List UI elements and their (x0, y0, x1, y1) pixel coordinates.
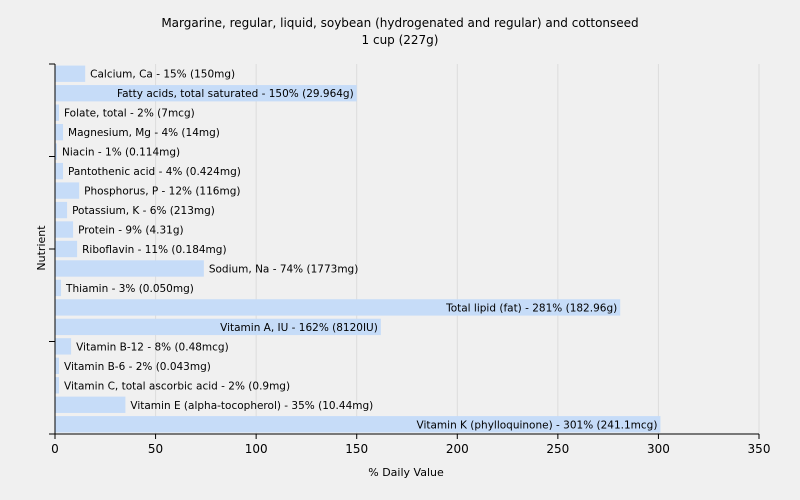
bar-label: Vitamin B-6 - 2% (0.043mg) (64, 361, 211, 373)
grid-lines (155, 64, 760, 434)
x-tick-label: 300 (647, 442, 670, 456)
bar-label: Total lipid (fat) - 281% (182.96g) (445, 302, 617, 314)
bar-label: Pantothenic acid - 4% (0.424mg) (68, 166, 241, 178)
bar (55, 85, 357, 102)
bar-label: Fatty acids, total saturated - 150% (29.… (117, 88, 354, 100)
bar (55, 377, 60, 394)
x-tick-label: 50 (148, 442, 163, 456)
chart-title: Margarine, regular, liquid, soybean (hyd… (161, 16, 638, 30)
bar (55, 104, 60, 121)
bar-label: Folate, total - 2% (7mcg) (64, 108, 195, 120)
x-tick-label: 200 (446, 442, 469, 456)
bar (55, 221, 74, 238)
bar (55, 279, 62, 297)
bar-label: Potassium, K - 6% (213mg) (72, 205, 215, 217)
bar-label: Vitamin C, total ascorbic acid - 2% (0.9… (64, 380, 290, 392)
x-tick-label: 0 (51, 442, 59, 456)
y-axis-label: Nutrient (35, 225, 48, 271)
bar (55, 240, 78, 258)
bar-label: Magnesium, Mg - 4% (14mg) (68, 127, 220, 139)
bar-label: Calcium, Ca - 15% (150mg) (90, 69, 235, 81)
bar (55, 182, 80, 199)
bar-label: Sodium, Na - 74% (1773mg) (209, 263, 358, 275)
bar-label: Niacin - 1% (0.114mg) (62, 147, 180, 159)
bar (55, 123, 64, 141)
bar-label: Thiamin - 3% (0.050mg) (65, 283, 194, 295)
bar (55, 416, 661, 433)
bar (55, 357, 60, 375)
bar (55, 143, 58, 160)
bar-label: Vitamin E (alpha-tocopherol) - 35% (10.4… (130, 400, 373, 412)
x-tick-label: 150 (345, 442, 368, 456)
bars: Calcium, Ca - 15% (150mg) Fatty acids, to… (55, 65, 661, 433)
bar (55, 65, 86, 82)
x-tick-label: 350 (748, 442, 771, 456)
bar-label: Vitamin K (phylloquinone) - 301% (241.1m… (417, 419, 658, 431)
axes: 0 50 100 150 200 250 300 350 (49, 63, 771, 456)
bar (55, 318, 381, 336)
chart-subtitle: 1 cup (227g) (362, 33, 439, 47)
x-tick-label: 250 (546, 442, 569, 456)
bar (55, 162, 64, 180)
x-axis-label: % Daily Value (368, 466, 444, 479)
bar (55, 299, 621, 316)
bar-label: Riboflavin - 11% (0.184mg) (82, 244, 226, 256)
bar (55, 396, 126, 413)
x-tick-label: 100 (245, 442, 268, 456)
bar-label: Phosphorus, P - 12% (116mg) (84, 186, 240, 198)
bar (55, 260, 204, 277)
bar-label: Vitamin B-12 - 8% (0.48mcg) (76, 341, 229, 353)
bar-label: Protein - 9% (4.31g) (78, 225, 184, 237)
bar (55, 338, 72, 355)
bar-label: Vitamin A, IU - 162% (8120IU) (220, 322, 378, 334)
bar (55, 201, 68, 219)
